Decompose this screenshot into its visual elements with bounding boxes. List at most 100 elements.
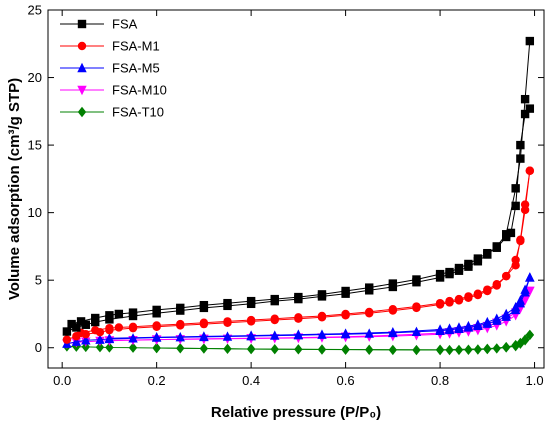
fsa-desorption-point xyxy=(511,201,520,211)
fsa-m1-desorption-point xyxy=(105,323,114,333)
fsa-m1-desorption-point xyxy=(502,271,511,281)
fsa-t10-adsorption-point xyxy=(128,342,138,353)
fsa-m1-desorption-point xyxy=(246,315,256,325)
fsa-adsorption-point xyxy=(511,184,520,193)
fsa-desorption-point xyxy=(483,248,492,258)
fsa-m5-desorption-point xyxy=(104,333,115,343)
fsa-desorption-point xyxy=(454,263,464,273)
fsa-adsorption-point xyxy=(516,154,525,163)
fsa-m1-desorption-point xyxy=(511,261,520,270)
y-axis-title: Volume adsorption (cm³/g STP) xyxy=(6,78,23,300)
legend-marker xyxy=(77,85,87,96)
legend-item-fsa-m10: FSA-M10 xyxy=(60,83,167,98)
fsa-t10-adsorption-point xyxy=(105,342,114,353)
fsa-t10-desorption-point xyxy=(435,344,445,355)
fsa-m1-desorption-point xyxy=(270,314,279,323)
fsa-m1-desorption-point xyxy=(412,302,421,311)
fsa-t10-desorption-point xyxy=(341,344,350,355)
fsa-m1-desorption-point xyxy=(341,309,350,319)
fsa-m5-desorption-point xyxy=(492,313,502,323)
legend-item-fsa-m5: FSA-M5 xyxy=(60,61,160,76)
legend-marker xyxy=(77,41,87,51)
fsa-adsorption-point xyxy=(520,94,530,104)
fsa-m5-desorption-point xyxy=(340,328,351,338)
fsa-m1-desorption-point xyxy=(114,323,124,332)
fsa-t10-desorption-point xyxy=(525,329,535,341)
fsa-desorption-point xyxy=(412,275,421,284)
legend-label: FSA-T10 xyxy=(112,105,164,120)
fsa-desorption-point xyxy=(435,269,445,279)
series-fsa-m5 xyxy=(62,272,535,348)
fsa-m1-desorption-point xyxy=(317,311,327,321)
plot-frame xyxy=(47,9,545,369)
fsa-m5-adsorption-point xyxy=(71,336,82,346)
fsa-desorption-point xyxy=(341,286,350,296)
x-tick-label: 1.0 xyxy=(526,373,544,388)
y-tick-label: 5 xyxy=(35,273,42,288)
x-tick-label: 0.6 xyxy=(337,373,355,388)
fsa-m5-desorption-point xyxy=(454,322,464,332)
fsa-desorption-point xyxy=(502,232,511,242)
fsa-m1-desorption-point xyxy=(152,321,161,330)
fsa-desorption-point xyxy=(365,283,374,292)
fsa-m1-desorption-point xyxy=(473,289,483,298)
legend-item-fsa: FSA xyxy=(60,17,138,32)
fsa-m1-desorption-point xyxy=(128,322,138,331)
x-tick-label: 0.8 xyxy=(431,373,449,388)
fsa-m1-desorption-point xyxy=(520,200,530,209)
legend-marker xyxy=(77,106,87,118)
y-tick-label: 10 xyxy=(28,205,42,220)
legend-label: FSA-M5 xyxy=(112,61,160,76)
fsa-m1-desorption-point xyxy=(492,280,501,289)
fsa-desorption-point xyxy=(152,305,161,315)
fsa-desorption-point xyxy=(492,243,501,252)
fsa-m5-desorption-point xyxy=(482,316,493,327)
fsa-m5-desorption-point xyxy=(515,295,526,305)
fsa-desorption-point xyxy=(176,303,185,313)
fsa-t10-adsorption-point xyxy=(464,344,473,355)
fsa-desorption-line xyxy=(71,108,531,325)
fsa-m5-desorption-point xyxy=(435,324,445,334)
fsa-desorption-point xyxy=(128,308,138,317)
fsa-desorption-point xyxy=(223,298,232,308)
fsa-t10-desorption-point xyxy=(502,341,511,353)
fsa-desorption-point xyxy=(199,300,209,310)
fsa-desorption-point xyxy=(270,294,279,304)
y-tick-label: 0 xyxy=(35,340,42,355)
fsa-m5-desorption-point xyxy=(246,330,256,340)
fsa-desorption-point xyxy=(246,296,256,306)
fsa-desorption-point xyxy=(445,267,454,277)
fsa-m1-desorption-point xyxy=(445,296,454,306)
legend-label: FSA xyxy=(112,17,138,32)
fsa-desorption-point xyxy=(114,309,124,319)
fsa-desorption-point xyxy=(506,228,516,238)
legend-label: FSA-M10 xyxy=(112,83,167,98)
y-tick-label: 20 xyxy=(28,70,42,85)
fsa-m5-adsorption-point xyxy=(81,335,91,345)
fsa-m5-desorption-point xyxy=(199,331,209,341)
fsa-m5-desorption-point xyxy=(388,327,398,337)
fsa-adsorption-point xyxy=(72,323,81,332)
x-tick-label: 0.0 xyxy=(53,373,71,388)
fsa-m1-desorption-point xyxy=(388,305,398,314)
legend-item-fsa-m1: FSA-M1 xyxy=(60,39,160,54)
series-layer xyxy=(62,36,535,356)
fsa-adsorption-point xyxy=(62,327,72,336)
fsa-m1-desorption-point xyxy=(91,325,100,335)
fsa-m1-desorption-point xyxy=(223,317,232,326)
fsa-desorption-point xyxy=(294,292,303,302)
legend-marker xyxy=(77,19,87,29)
fsa-m5-desorption-point xyxy=(151,331,162,342)
fsa-m1-desorption-point xyxy=(294,313,303,322)
legend-label: FSA-M1 xyxy=(112,39,160,54)
fsa-desorption-point xyxy=(516,140,525,150)
fsa-t10-desorption-point xyxy=(516,337,525,349)
fsa-m1-desorption-point xyxy=(176,319,185,329)
fsa-m1-adsorption-point xyxy=(62,335,72,344)
legend-item-fsa-t10: FSA-T10 xyxy=(60,105,164,120)
fsa-desorption-point xyxy=(525,104,535,113)
fsa-desorption-point xyxy=(67,319,76,329)
fsa-adsorption-point xyxy=(81,320,90,329)
fsa-m1-desorption-point xyxy=(365,307,374,317)
